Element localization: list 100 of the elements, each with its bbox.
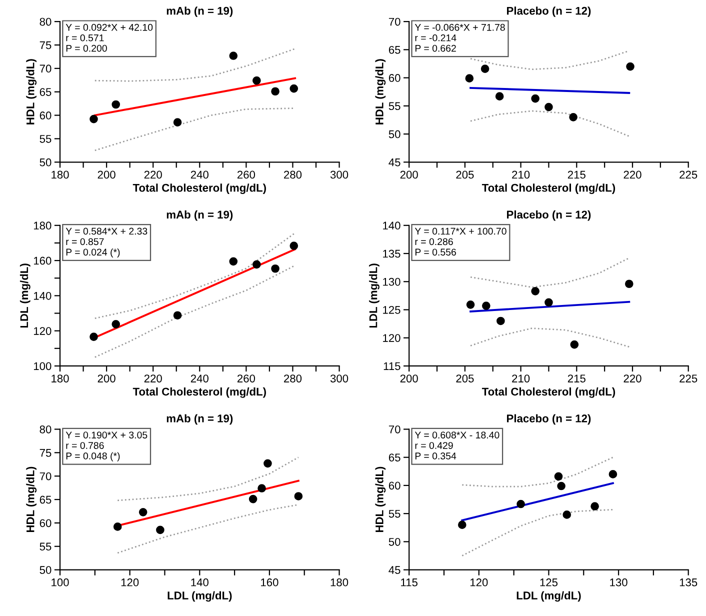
y-tick-label: 140 xyxy=(34,292,52,300)
y-tick-label: 70 xyxy=(388,425,400,434)
chart-title: Placebo (n = 12) xyxy=(507,210,591,221)
point xyxy=(531,94,540,103)
x-tick-label: 300 xyxy=(330,170,348,179)
y-tick-label: 70 xyxy=(40,64,52,73)
point xyxy=(569,112,578,122)
chart-title: mAb (n = 19) xyxy=(166,210,233,221)
line-series xyxy=(461,508,614,556)
y-tick-label: 65 xyxy=(388,454,400,462)
point xyxy=(495,92,504,101)
y-tick-label: 65 xyxy=(40,496,52,504)
point xyxy=(252,76,261,85)
point xyxy=(113,522,122,531)
point xyxy=(248,494,258,504)
y-tick-label: 160 xyxy=(34,256,52,265)
point xyxy=(258,484,266,492)
line-series xyxy=(470,50,630,70)
annotation: r = 0.786 xyxy=(66,442,104,449)
point xyxy=(480,64,490,73)
point xyxy=(466,300,475,309)
line-series xyxy=(94,264,296,358)
y-tick-label: 125 xyxy=(383,306,400,314)
y-tick-label: 55 xyxy=(388,510,400,518)
annotation: r = -0.214 xyxy=(415,34,456,42)
line-series xyxy=(461,456,614,488)
point xyxy=(544,102,553,112)
x-tick-label: 260 xyxy=(237,374,256,382)
x-tick-label: 120 xyxy=(470,578,488,586)
point xyxy=(90,114,98,124)
y-tick-label: 100 xyxy=(34,362,52,370)
x-tick-label: 215 xyxy=(568,170,586,179)
annotation: Y = 0.190*X + 3.05 xyxy=(66,432,148,438)
point xyxy=(264,459,272,468)
x-tick-label: 160 xyxy=(261,578,278,586)
y-tick-label: 60 xyxy=(40,519,52,528)
x-tick-label: 220 xyxy=(144,374,162,382)
point xyxy=(294,492,303,500)
x-tick-label: 115 xyxy=(401,578,418,586)
point xyxy=(229,52,238,60)
x-tick-label: 300 xyxy=(330,374,348,382)
x-tick-label: 200 xyxy=(400,170,418,179)
x-tick-label: 205 xyxy=(456,374,474,382)
x-tick-label: 215 xyxy=(568,374,586,382)
annotation: r = 0.857 xyxy=(66,238,104,246)
annotation: Y = 0.117*X + 100.70 xyxy=(414,228,506,235)
annotation: r = 0.571 xyxy=(66,34,104,42)
annotation: Y = 0.608*X - 18.40 xyxy=(414,432,500,438)
annotation: Y = 0.584*X + 2.33 xyxy=(66,228,148,235)
point xyxy=(482,302,490,310)
y-axis-title: LDL (mg/dL) xyxy=(369,264,380,328)
chart-title: mAb (n = 19) xyxy=(166,6,233,17)
y-tick-label: 60 xyxy=(388,482,400,490)
x-tick-label: 135 xyxy=(680,578,698,586)
point xyxy=(229,257,238,266)
x-tick-label: 240 xyxy=(190,170,208,179)
x-tick-label: 210 xyxy=(512,374,530,382)
y-tick-label: 50 xyxy=(40,158,52,166)
point xyxy=(173,118,182,126)
y-tick-label: 120 xyxy=(383,334,400,342)
x-tick-label: 130 xyxy=(610,578,628,586)
x-axis-title: LDL (mg/dL) xyxy=(516,591,581,602)
x-tick-label: 140 xyxy=(191,578,208,586)
point xyxy=(626,62,634,71)
x-tick-label: 220 xyxy=(624,374,642,382)
y-tick-label: 55 xyxy=(40,135,52,143)
y-tick-label: 45 xyxy=(388,566,400,574)
x-tick-label: 260 xyxy=(237,170,256,179)
x-tick-label: 100 xyxy=(52,578,69,586)
x-tick-label: 225 xyxy=(680,170,698,179)
x-tick-label: 240 xyxy=(190,374,208,382)
y-tick-label: 75 xyxy=(40,449,52,457)
x-tick-label: 220 xyxy=(144,170,162,179)
point xyxy=(112,100,120,109)
x-tick-label: 220 xyxy=(624,170,642,179)
y-axis-title: HDL (mg/dL) xyxy=(26,466,37,532)
annotation: P = 0.024 (*) xyxy=(66,248,120,258)
x-tick-label: 125 xyxy=(540,578,558,586)
y-tick-label: 75 xyxy=(40,41,52,50)
annotation: r = 0.429 xyxy=(415,442,453,449)
point xyxy=(544,298,553,307)
y-tick-label: 80 xyxy=(40,425,52,434)
annotation: Y = -0.066*X + 71.78 xyxy=(414,24,505,31)
x-axis-title: Total Cholesterol (mg/dL) xyxy=(132,184,266,194)
x-tick-label: 120 xyxy=(121,578,139,586)
point xyxy=(562,510,572,519)
x-axis-title: Total Cholesterol (mg/dL) xyxy=(482,387,616,398)
x-tick-label: 210 xyxy=(512,170,530,179)
y-tick-label: 55 xyxy=(388,102,400,110)
point xyxy=(112,320,120,328)
x-tick-label: 200 xyxy=(98,170,116,179)
y-tick-label: 80 xyxy=(40,18,52,26)
point xyxy=(290,242,298,250)
point xyxy=(156,526,164,534)
x-tick-label: 280 xyxy=(284,170,302,179)
point xyxy=(624,280,634,288)
x-tick-label: 280 xyxy=(284,374,302,382)
y-tick-label: 180 xyxy=(34,222,52,230)
y-axis-title: HDL (mg/dL) xyxy=(375,466,386,532)
x-axis-title: Total Cholesterol (mg/dL) xyxy=(482,184,616,194)
